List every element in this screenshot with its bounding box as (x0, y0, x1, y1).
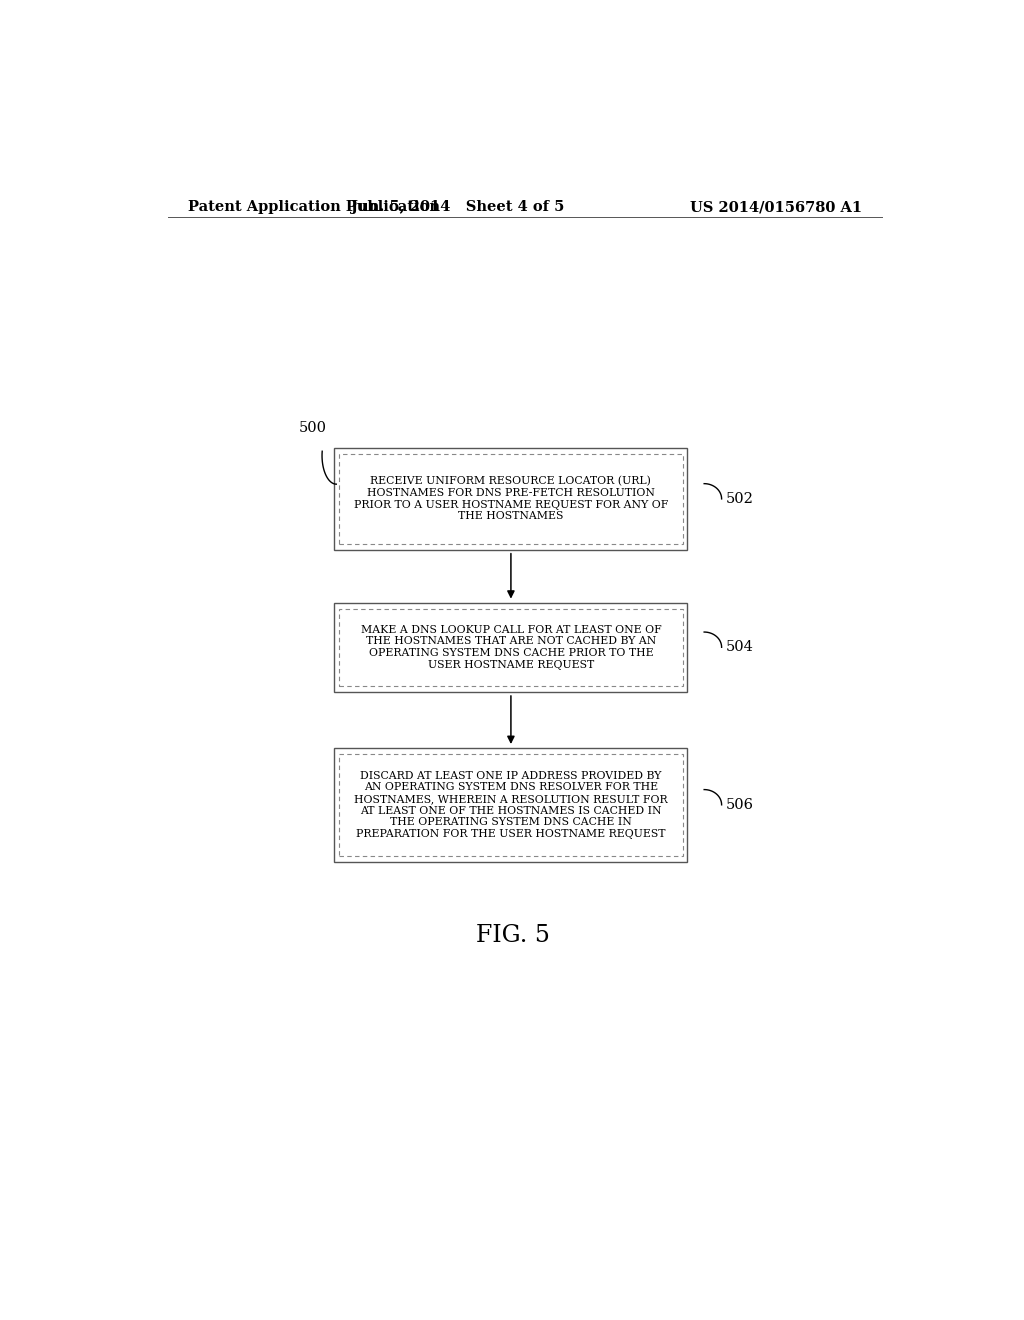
Text: 502: 502 (726, 492, 754, 506)
Bar (334, 602, 687, 692)
Text: Patent Application Publication: Patent Application Publication (187, 201, 439, 214)
Bar (334, 447, 687, 549)
Text: Jun. 5, 2014   Sheet 4 of 5: Jun. 5, 2014 Sheet 4 of 5 (350, 201, 564, 214)
Bar (339, 609, 683, 686)
Text: MAKE A DNS LOOKUP CALL FOR AT LEAST ONE OF
THE HOSTNAMES THAT ARE NOT CACHED BY : MAKE A DNS LOOKUP CALL FOR AT LEAST ONE … (360, 624, 662, 669)
Bar (334, 748, 687, 862)
Text: DISCARD AT LEAST ONE IP ADDRESS PROVIDED BY
AN OPERATING SYSTEM DNS RESOLVER FOR: DISCARD AT LEAST ONE IP ADDRESS PROVIDED… (354, 771, 668, 838)
Bar (339, 754, 683, 855)
Text: RECEIVE UNIFORM RESOURCE LOCATOR (URL)
HOSTNAMES FOR DNS PRE-FETCH RESOLUTION
PR: RECEIVE UNIFORM RESOURCE LOCATOR (URL) H… (353, 477, 668, 521)
Text: 506: 506 (726, 797, 754, 812)
Text: 500: 500 (299, 421, 327, 434)
Text: FIG. 5: FIG. 5 (476, 924, 550, 948)
Text: 504: 504 (726, 640, 754, 655)
Bar (339, 454, 683, 544)
Text: US 2014/0156780 A1: US 2014/0156780 A1 (690, 201, 862, 214)
